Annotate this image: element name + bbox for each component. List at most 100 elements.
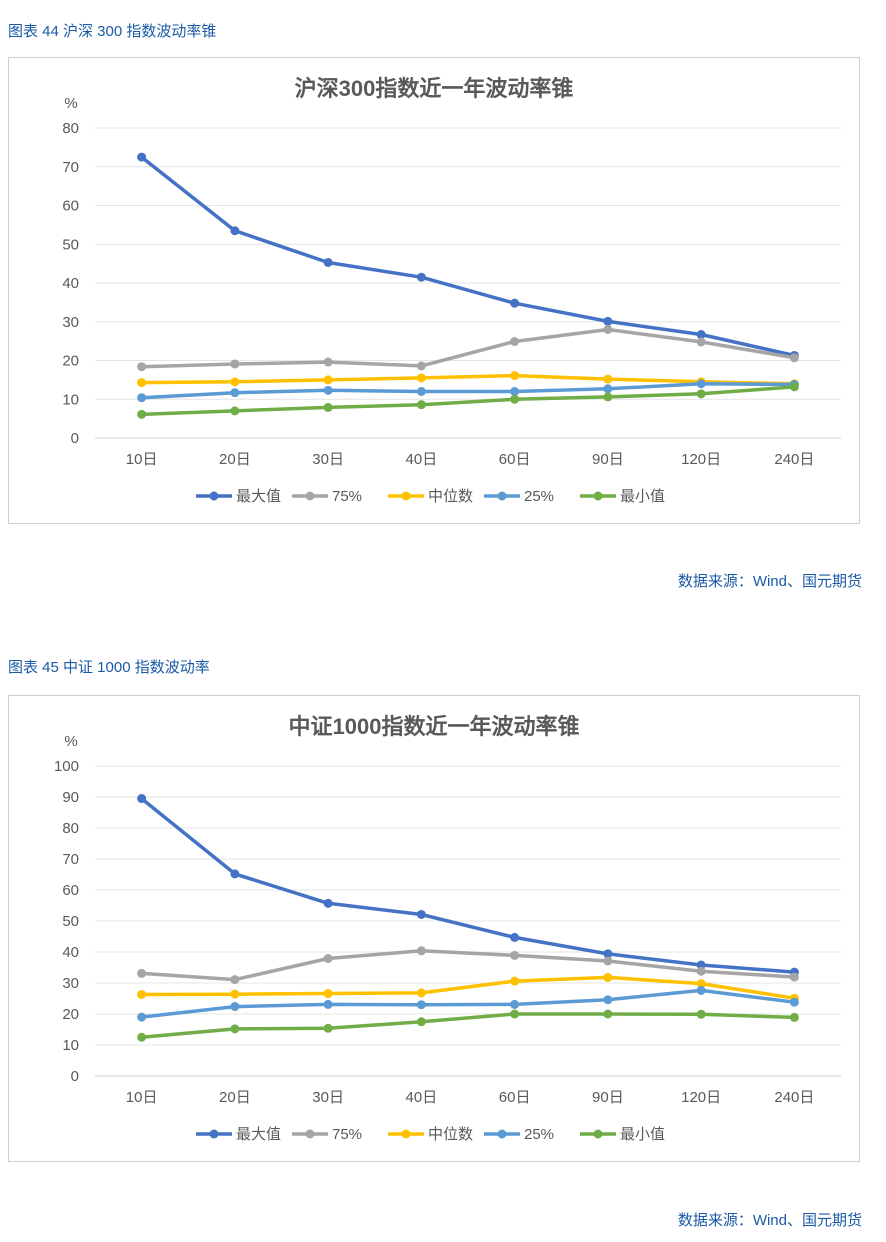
figure-caption: 图表 44 沪深 300 指数波动率锥 xyxy=(8,23,217,40)
y-tick-label: 10 xyxy=(62,391,79,408)
data-point xyxy=(696,1009,706,1019)
data-point xyxy=(230,1002,240,1012)
legend-marker xyxy=(497,1129,507,1139)
data-point xyxy=(416,946,426,956)
x-tick-label: 120日 xyxy=(681,1089,721,1106)
data-point xyxy=(137,989,147,999)
data-point xyxy=(789,353,799,363)
data-point xyxy=(789,382,799,392)
series-line xyxy=(139,988,797,1019)
series-line xyxy=(139,155,797,358)
x-tick-label: 30日 xyxy=(312,451,344,468)
y-tick-label: 50 xyxy=(62,236,79,253)
x-tick-label: 90日 xyxy=(592,451,624,468)
series-line xyxy=(139,1012,797,1040)
x-tick-label: 20日 xyxy=(219,451,251,468)
data-point xyxy=(510,371,520,381)
data-point xyxy=(603,956,613,966)
data-point xyxy=(416,272,426,282)
chart-title: 中证1000指数近一年波动率锥 xyxy=(289,714,580,739)
data-point xyxy=(510,394,520,404)
data-source: 数据来源：Wind、国元期货 xyxy=(677,1212,862,1229)
data-point xyxy=(323,257,333,267)
series-line xyxy=(139,975,797,1000)
data-point xyxy=(416,1000,426,1010)
data-point xyxy=(323,989,333,999)
data-point xyxy=(323,954,333,964)
series-line xyxy=(139,327,797,369)
data-point xyxy=(603,995,613,1005)
data-point xyxy=(137,1012,147,1022)
y-tick-label: 60 xyxy=(62,198,79,215)
y-tick-label: 40 xyxy=(62,944,79,961)
legend-marker xyxy=(401,491,411,501)
y-tick-label: 50 xyxy=(62,913,79,930)
y-tick-label: 30 xyxy=(62,975,79,992)
data-point xyxy=(137,409,147,419)
data-point xyxy=(603,325,613,334)
data-point xyxy=(230,388,240,398)
data-point xyxy=(603,384,613,394)
data-source: 数据来源：Wind、国元期货 xyxy=(677,573,862,590)
x-tick-label: 240日 xyxy=(774,451,814,468)
legend-marker xyxy=(209,491,219,501)
x-tick-label: 120日 xyxy=(681,451,721,468)
data-point xyxy=(696,389,706,399)
data-point xyxy=(603,949,613,959)
series-line xyxy=(139,382,797,400)
y-axis-label: % xyxy=(64,733,77,750)
x-tick-label: 20日 xyxy=(219,1089,251,1106)
y-tick-label: 10 xyxy=(62,1037,79,1054)
data-point xyxy=(323,357,333,367)
volatility-cone-chart: 沪深300指数近一年波动率锥% 0 10 20 30 40 50 60 70 80 10日 20日 30… xyxy=(62,76,841,505)
data-point xyxy=(603,1009,613,1019)
data-point xyxy=(696,979,706,989)
data-point xyxy=(323,385,333,395)
data-point xyxy=(603,316,613,326)
y-tick-label: 80 xyxy=(62,120,79,137)
data-point xyxy=(789,1012,799,1022)
data-point xyxy=(696,337,706,347)
data-point xyxy=(137,968,147,978)
data-point xyxy=(323,1023,333,1033)
x-tick-label: 90日 xyxy=(592,1089,624,1106)
x-tick-label: 10日 xyxy=(126,1089,158,1106)
series-line xyxy=(139,949,797,982)
data-point xyxy=(696,966,706,976)
y-tick-label: 20 xyxy=(62,1006,79,1023)
y-tick-label: 30 xyxy=(62,314,79,331)
data-point xyxy=(416,988,426,998)
y-tick-label: 100 xyxy=(54,758,79,775)
data-point xyxy=(323,375,333,385)
y-tick-label: 0 xyxy=(71,1068,79,1085)
chart-container: 沪深300指数近一年波动率锥% 0 10 20 30 40 50 60 70 80 10日 20日 30… xyxy=(8,57,860,524)
legend-label: 最大值 xyxy=(236,488,281,505)
data-point xyxy=(416,373,426,383)
data-point xyxy=(416,1017,426,1027)
data-point xyxy=(510,1009,520,1019)
x-tick-label: 60日 xyxy=(499,451,531,468)
chart-container: 中证1000指数近一年波动率锥% 0 10 20 30 40 50 60 70 80 90 100 10… xyxy=(8,695,860,1162)
y-tick-label: 70 xyxy=(62,851,79,868)
y-tick-label: 20 xyxy=(62,353,79,370)
data-point xyxy=(603,374,613,384)
legend-marker xyxy=(593,491,603,501)
data-point xyxy=(603,972,613,982)
legend-label: 最小值 xyxy=(620,1126,665,1143)
legend-label: 最大值 xyxy=(236,1126,281,1143)
series-line xyxy=(139,796,797,974)
data-point xyxy=(696,379,706,389)
data-point xyxy=(230,989,240,999)
data-point xyxy=(416,909,426,919)
legend-label: 最小值 xyxy=(620,488,665,505)
data-point xyxy=(230,869,240,879)
x-tick-label: 60日 xyxy=(499,1089,531,1106)
series-line xyxy=(139,373,797,386)
y-tick-label: 60 xyxy=(62,882,79,899)
legend-marker xyxy=(401,1129,411,1139)
data-point xyxy=(137,393,147,403)
x-tick-label: 10日 xyxy=(126,451,158,468)
data-point xyxy=(137,362,147,372)
x-tick-label: 240日 xyxy=(774,1089,814,1106)
data-point xyxy=(510,387,520,396)
